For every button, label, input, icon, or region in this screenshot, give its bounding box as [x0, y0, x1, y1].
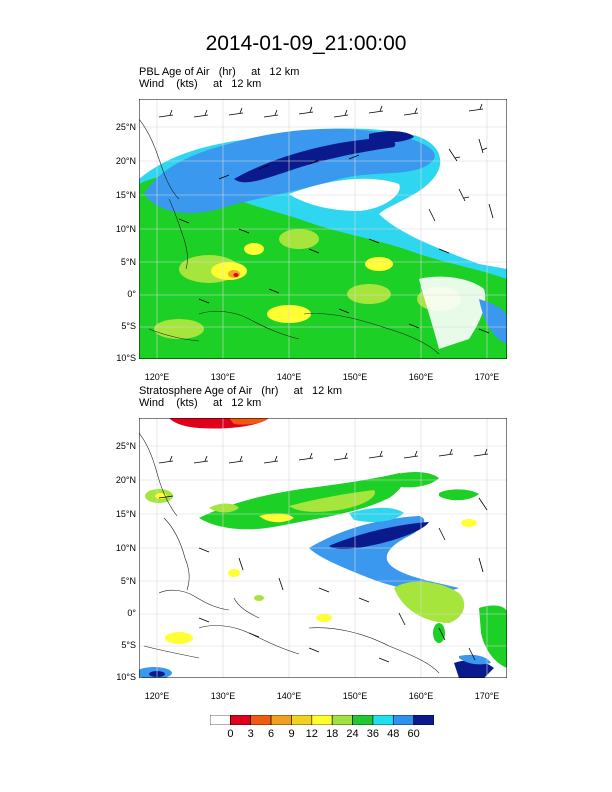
colorbar-swatch [413, 715, 434, 725]
panel1-lon-tick: 150°E [342, 372, 368, 382]
colorbar-label: 24 [346, 728, 359, 740]
panel2-grid [139, 418, 507, 678]
panel1-lon-tick: 130°E [210, 372, 236, 382]
panel2-lat-tick: 5°N [120, 576, 136, 586]
panel1-lat-tick: 0° [127, 289, 136, 299]
panel2-lat-tick: 5°S [121, 640, 136, 650]
colorbar-label: 60 [407, 728, 420, 740]
colorbar [210, 715, 434, 725]
panel1-lat-tick: 10°S [116, 353, 136, 363]
panel2-wind-barbs [158, 448, 489, 663]
panel2-lon-tick: 150°E [342, 691, 368, 701]
panel1-lon-tick: 170°E [474, 372, 500, 382]
colorbar-swatch [250, 715, 272, 725]
panel2-map [139, 418, 507, 678]
colorbar-label: 9 [288, 728, 295, 740]
panel1-lat-tick: 25°N [115, 122, 136, 132]
panel2-lat-tick: 20°N [115, 475, 136, 485]
panel1-wind-barbs [158, 103, 494, 334]
panel2-lat-tick: 15°N [115, 509, 136, 519]
panel1-lat-tick: 10°N [115, 224, 136, 234]
panel1-lat-tick: 5°N [120, 257, 136, 267]
colorbar-label: 48 [387, 728, 400, 740]
panel1-lon-tick: 160°E [408, 372, 434, 382]
panel1-coastlines [139, 118, 440, 355]
figure-title: 2014-01-09_21:00:00 [205, 32, 407, 55]
panel2-lon-tick: 130°E [210, 691, 236, 701]
panel1-field-title: PBL Age of Air (hr) at 12 km [139, 66, 300, 78]
colorbar-label: 36 [366, 728, 380, 740]
colorbar-swatch [352, 715, 374, 725]
colorbar-label: 6 [268, 728, 275, 740]
panel2-lon-tick: 120°E [144, 691, 170, 701]
panel2-lat-tick: 10°S [116, 672, 136, 682]
colorbar-swatch [372, 715, 394, 725]
panel2-field-title: Stratosphere Age of Air (hr) at 12 km [139, 385, 342, 397]
colorbar-label: 3 [247, 728, 254, 740]
colorbar-swatch [311, 715, 333, 725]
panel1-grid [139, 99, 507, 359]
colorbar-swatch [210, 715, 231, 725]
panel2-lat-tick: 10°N [115, 543, 136, 553]
panel2-lat-tick: 0° [127, 608, 136, 618]
colorbar-label: 18 [326, 728, 339, 740]
panel2-lon-tick: 160°E [408, 691, 434, 701]
panel1-wind-title: Wind (kts) at 12 km [139, 78, 262, 90]
colorbar-swatch [331, 715, 353, 725]
panel1-lon-tick: 120°E [144, 372, 170, 382]
colorbar-label: 0 [227, 728, 234, 740]
panel2-lat-tick: 25°N [115, 441, 136, 451]
colorbar-swatch [392, 715, 414, 725]
colorbar-label: 12 [305, 728, 318, 740]
panel1-lon-tick: 140°E [276, 372, 302, 382]
colorbar-swatch [230, 715, 252, 725]
colorbar-swatch [270, 715, 292, 725]
panel1-lat-tick: 20°N [115, 156, 136, 166]
panel1-map [139, 99, 507, 359]
panel2-lon-tick: 170°E [474, 691, 500, 701]
panel2-wind-title: Wind (kts) at 12 km [139, 397, 262, 409]
panel1-lat-tick: 5°S [121, 321, 136, 331]
colorbar-swatch [291, 715, 313, 725]
panel1-lat-tick: 15°N [115, 190, 136, 200]
panel2-lon-tick: 140°E [276, 691, 302, 701]
panel2-field [139, 418, 507, 678]
